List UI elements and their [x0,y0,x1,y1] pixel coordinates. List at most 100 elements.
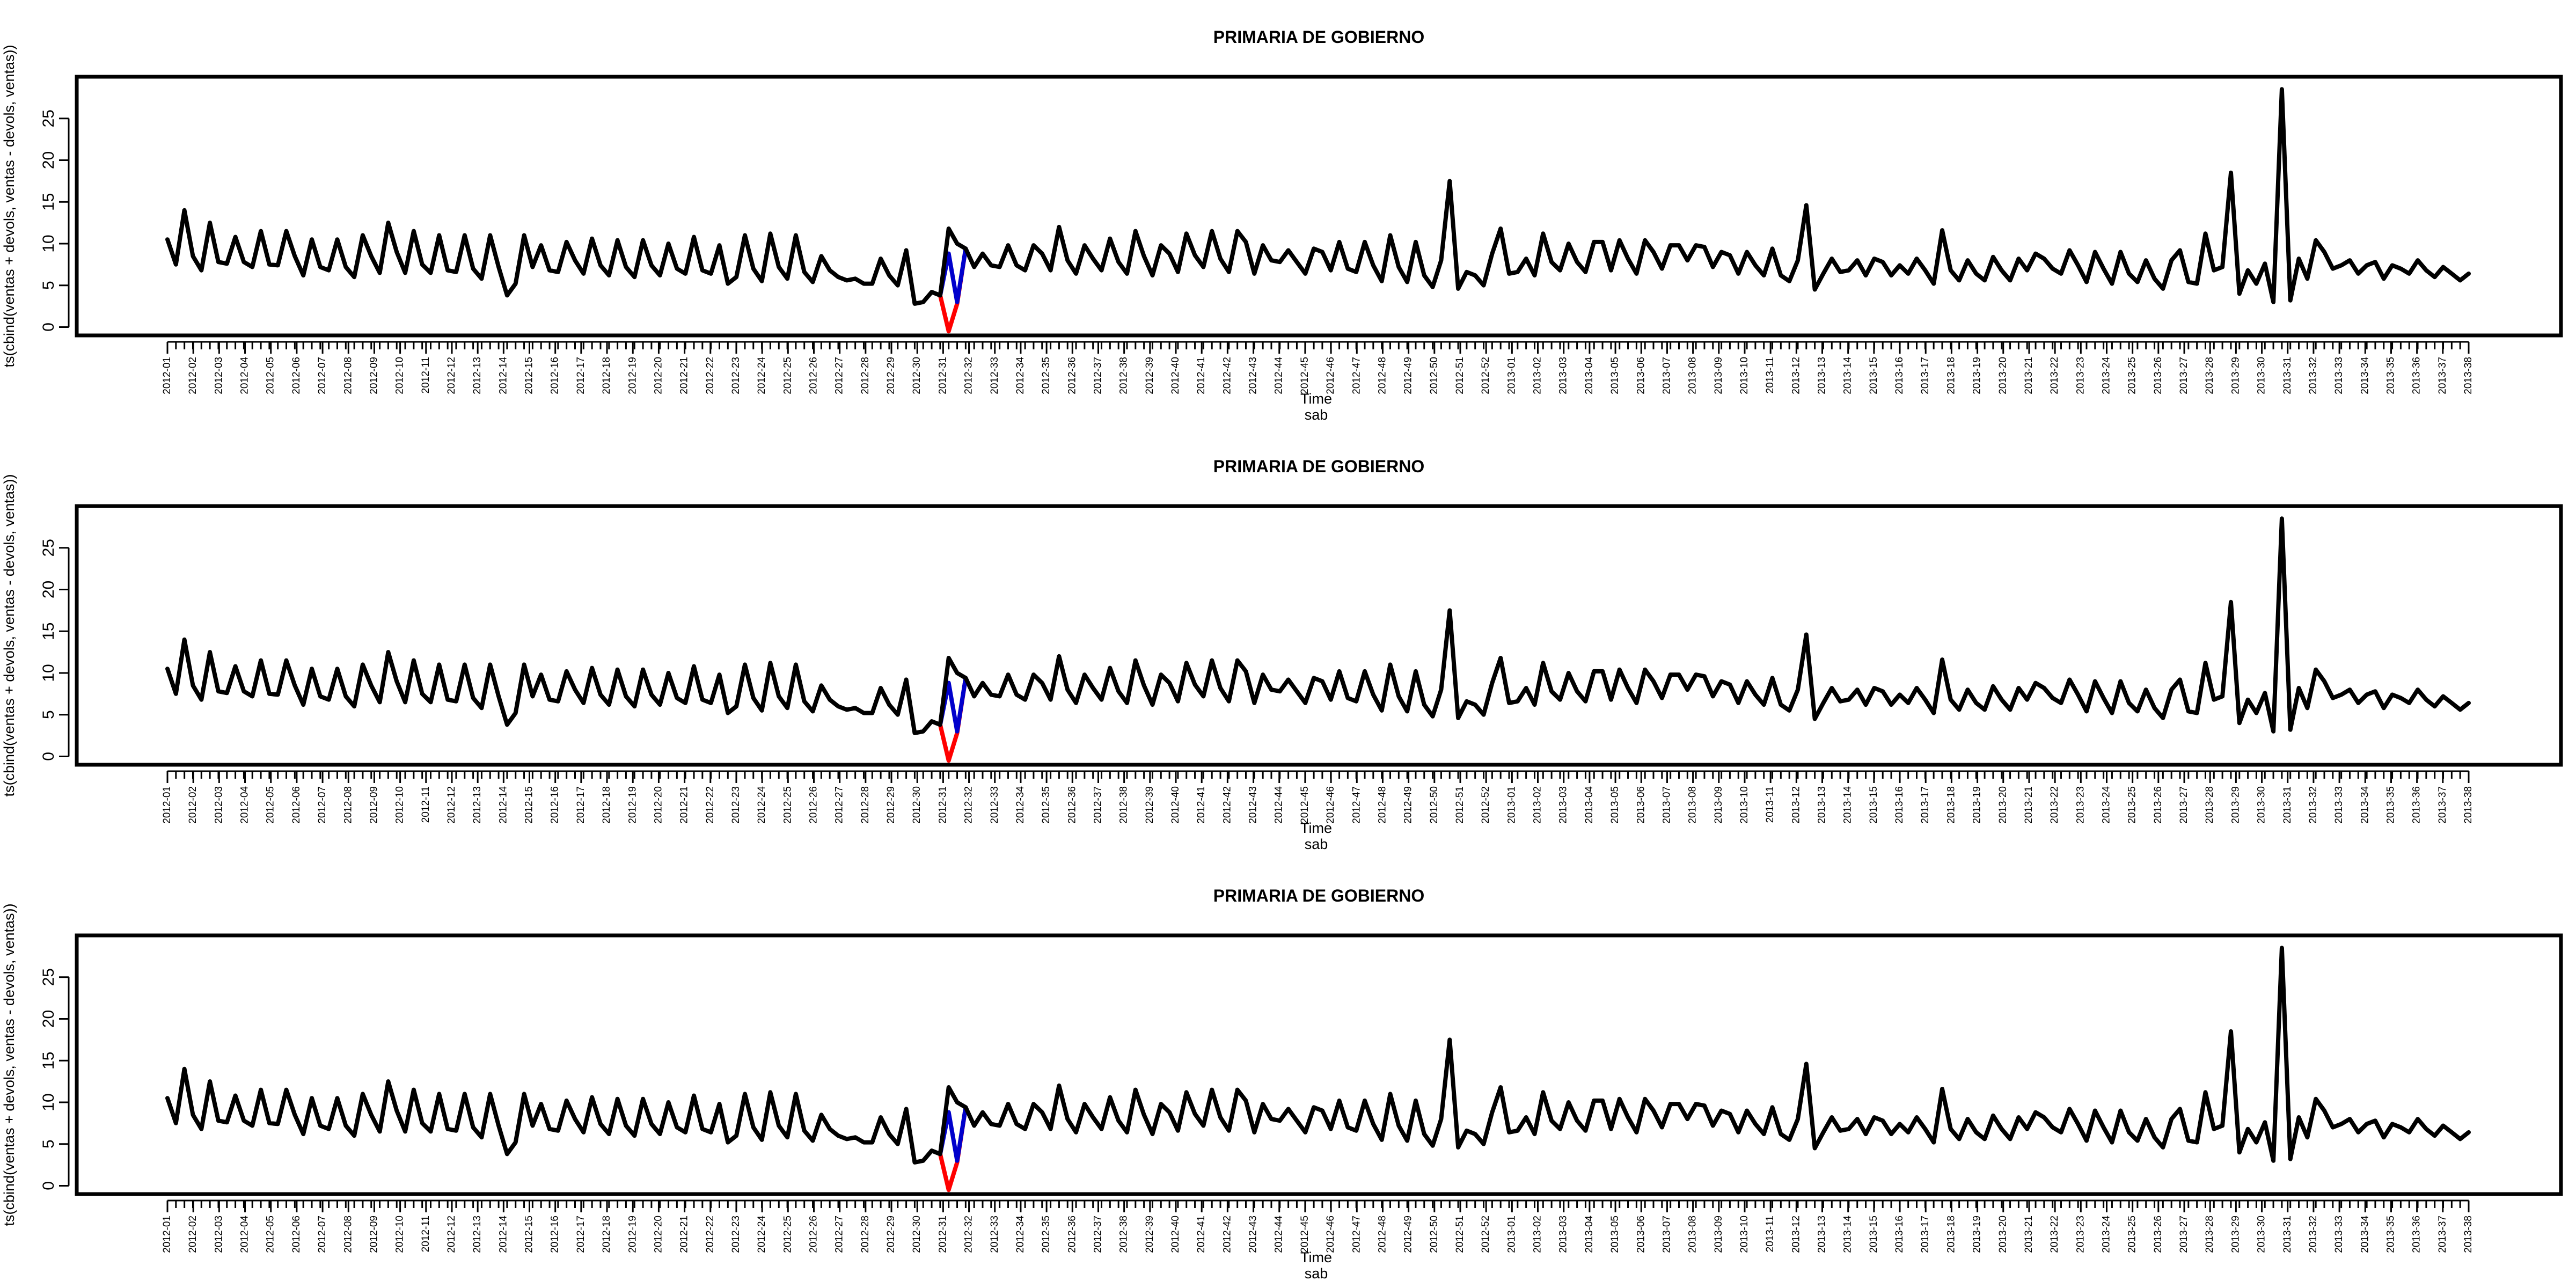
x-tick-label: 2013-07 [1661,1216,1672,1253]
x-tick-label: 2013-16 [1894,357,1905,394]
x-tick-label: 2012-45 [1299,357,1311,394]
x-tick-label: 2012-50 [1429,357,1440,394]
x-tick-label: 2012-45 [1299,786,1311,824]
x-tick-label: 2012-28 [860,1216,871,1253]
x-tick-label: 2012-44 [1274,357,1285,394]
chart-title: PRIMARIA DE GOBIERNO [1213,886,1425,905]
x-tick-label: 2012-47 [1351,1216,1362,1253]
x-tick-label: 2013-08 [1687,1216,1699,1253]
x-tick-label: 2013-05 [1609,357,1621,394]
x-tick-label: 2013-02 [1532,357,1543,394]
x-tick-label: 2013-28 [2204,1216,2215,1253]
y-axis-label: ts(cbind(ventas + devols, ventas - devol… [1,45,17,367]
y-tick-label: 15 [40,623,57,640]
x-tick-label: 2012-39 [1144,357,1155,394]
x-tick-label: 2012-15 [524,357,535,394]
x-tick-label: 2012-07 [317,1216,328,1253]
x-tick-label: 2013-28 [2204,357,2215,394]
x-tick-label: 2013-06 [1635,1216,1646,1253]
x-tick-label: 2012-38 [1118,357,1130,394]
x-tick-label: 2012-41 [1196,786,1207,824]
x-tick-label: 2013-30 [2256,786,2267,824]
x-tick-label: 2013-31 [2282,357,2293,394]
x-tick-label: 2012-17 [575,1216,587,1253]
x-tick-label: 2013-05 [1609,786,1621,824]
x-tick-label: 2012-38 [1118,1216,1130,1253]
x-tick-label: 2013-22 [2049,357,2060,394]
x-tick-label: 2012-39 [1144,786,1155,824]
x-tick-label: 2012-19 [627,1216,638,1253]
x-axis-label-time: Time [1300,820,1332,836]
x-tick-label: 2013-37 [2437,1216,2448,1253]
x-tick-label: 2012-08 [342,357,354,394]
x-tick-label: 2013-03 [1558,1216,1569,1253]
x-tick-label: 2013-12 [1790,786,1802,824]
x-tick-label: 2012-35 [1041,786,1052,824]
x-tick-label: 2012-42 [1221,357,1233,394]
x-tick-label: 2012-49 [1403,357,1414,394]
x-tick-label: 2013-05 [1609,1216,1621,1253]
y-tick-label: 0 [40,323,57,332]
x-tick-label: 2012-01 [162,1216,173,1253]
x-tick-label: 2012-20 [653,357,664,394]
x-tick-label: 2013-32 [2308,357,2319,394]
x-tick-label: 2013-38 [2463,357,2474,394]
x-tick-label: 2012-03 [213,1216,224,1253]
x-tick-label: 2012-15 [524,786,535,824]
plot-frame [75,933,2563,1196]
x-tick-label: 2013-24 [2101,786,2112,824]
x-tick-label: 2012-23 [730,357,742,394]
x-tick-label: 2012-46 [1325,1216,1336,1253]
y-tick-label: 5 [40,1139,57,1148]
x-tick-label: 2012-32 [963,357,975,394]
x-tick-label: 2013-01 [1506,1216,1517,1253]
x-tick-label: 2012-22 [705,1216,716,1253]
x-tick-label: 2012-29 [885,1216,897,1253]
x-tick-label: 2012-44 [1274,1216,1285,1253]
x-axis-label: sab [1305,836,1328,852]
x-tick-label: 2012-47 [1351,357,1362,394]
x-tick-label: 2013-17 [1920,1216,1931,1253]
x-tick-label: 2012-14 [497,1216,509,1253]
x-tick-label: 2012-37 [1092,357,1103,394]
x-tick-label: 2012-28 [860,786,871,824]
x-tick-label: 2012-07 [317,786,328,824]
x-tick-label: 2012-23 [730,786,742,824]
x-tick-label: 2013-06 [1635,357,1646,394]
x-tick-label: 2013-28 [2204,786,2215,824]
y-tick-label: 25 [40,109,57,127]
x-tick-label: 2012-08 [342,786,354,824]
x-tick-label: 2013-38 [2463,1216,2474,1253]
x-tick-label: 2013-32 [2308,1216,2319,1253]
x-tick-label: 2012-37 [1092,786,1103,824]
plot-frame [75,504,2563,767]
x-tick-label: 2013-07 [1661,357,1672,394]
x-tick-label: 2012-17 [575,786,587,824]
x-tick-label: 2013-04 [1584,1216,1595,1253]
x-tick-label: 2013-13 [1817,357,1828,394]
y-tick-label: 15 [40,193,57,211]
x-tick-label: 2012-21 [679,1216,690,1253]
x-tick-label: 2013-15 [1868,1216,1879,1253]
x-tick-label: 2012-02 [187,357,199,394]
x-tick-label: 2013-13 [1817,786,1828,824]
x-tick-label: 2013-14 [1842,1216,1854,1253]
x-tick-label: 2012-03 [213,357,224,394]
x-tick-label: 2013-19 [1972,786,1983,824]
x-tick-label: 2012-43 [1248,786,1259,824]
x-tick-label: 2012-31 [937,1216,948,1253]
x-tick-label: 2012-48 [1377,357,1388,394]
x-tick-label: 2013-14 [1842,357,1854,394]
x-tick-label: 2012-48 [1377,1216,1388,1253]
x-tick-label: 2012-13 [472,357,483,394]
x-tick-label: 2012-11 [420,1216,431,1252]
x-tick-label: 2013-23 [2075,357,2086,394]
x-tick-label: 2012-48 [1377,786,1388,824]
y-tick-label: 10 [40,235,57,252]
x-tick-label: 2012-20 [653,1216,664,1253]
chart-panel-1: PRIMARIA DE GOBIERNO 0 5 10 15 20 25 ts(cbind(v… [1,27,2563,423]
x-tick-label: 2012-33 [989,786,1000,824]
x-tick-label: 2012-47 [1351,786,1362,824]
x-tick-label: 2013-35 [2385,1216,2396,1253]
